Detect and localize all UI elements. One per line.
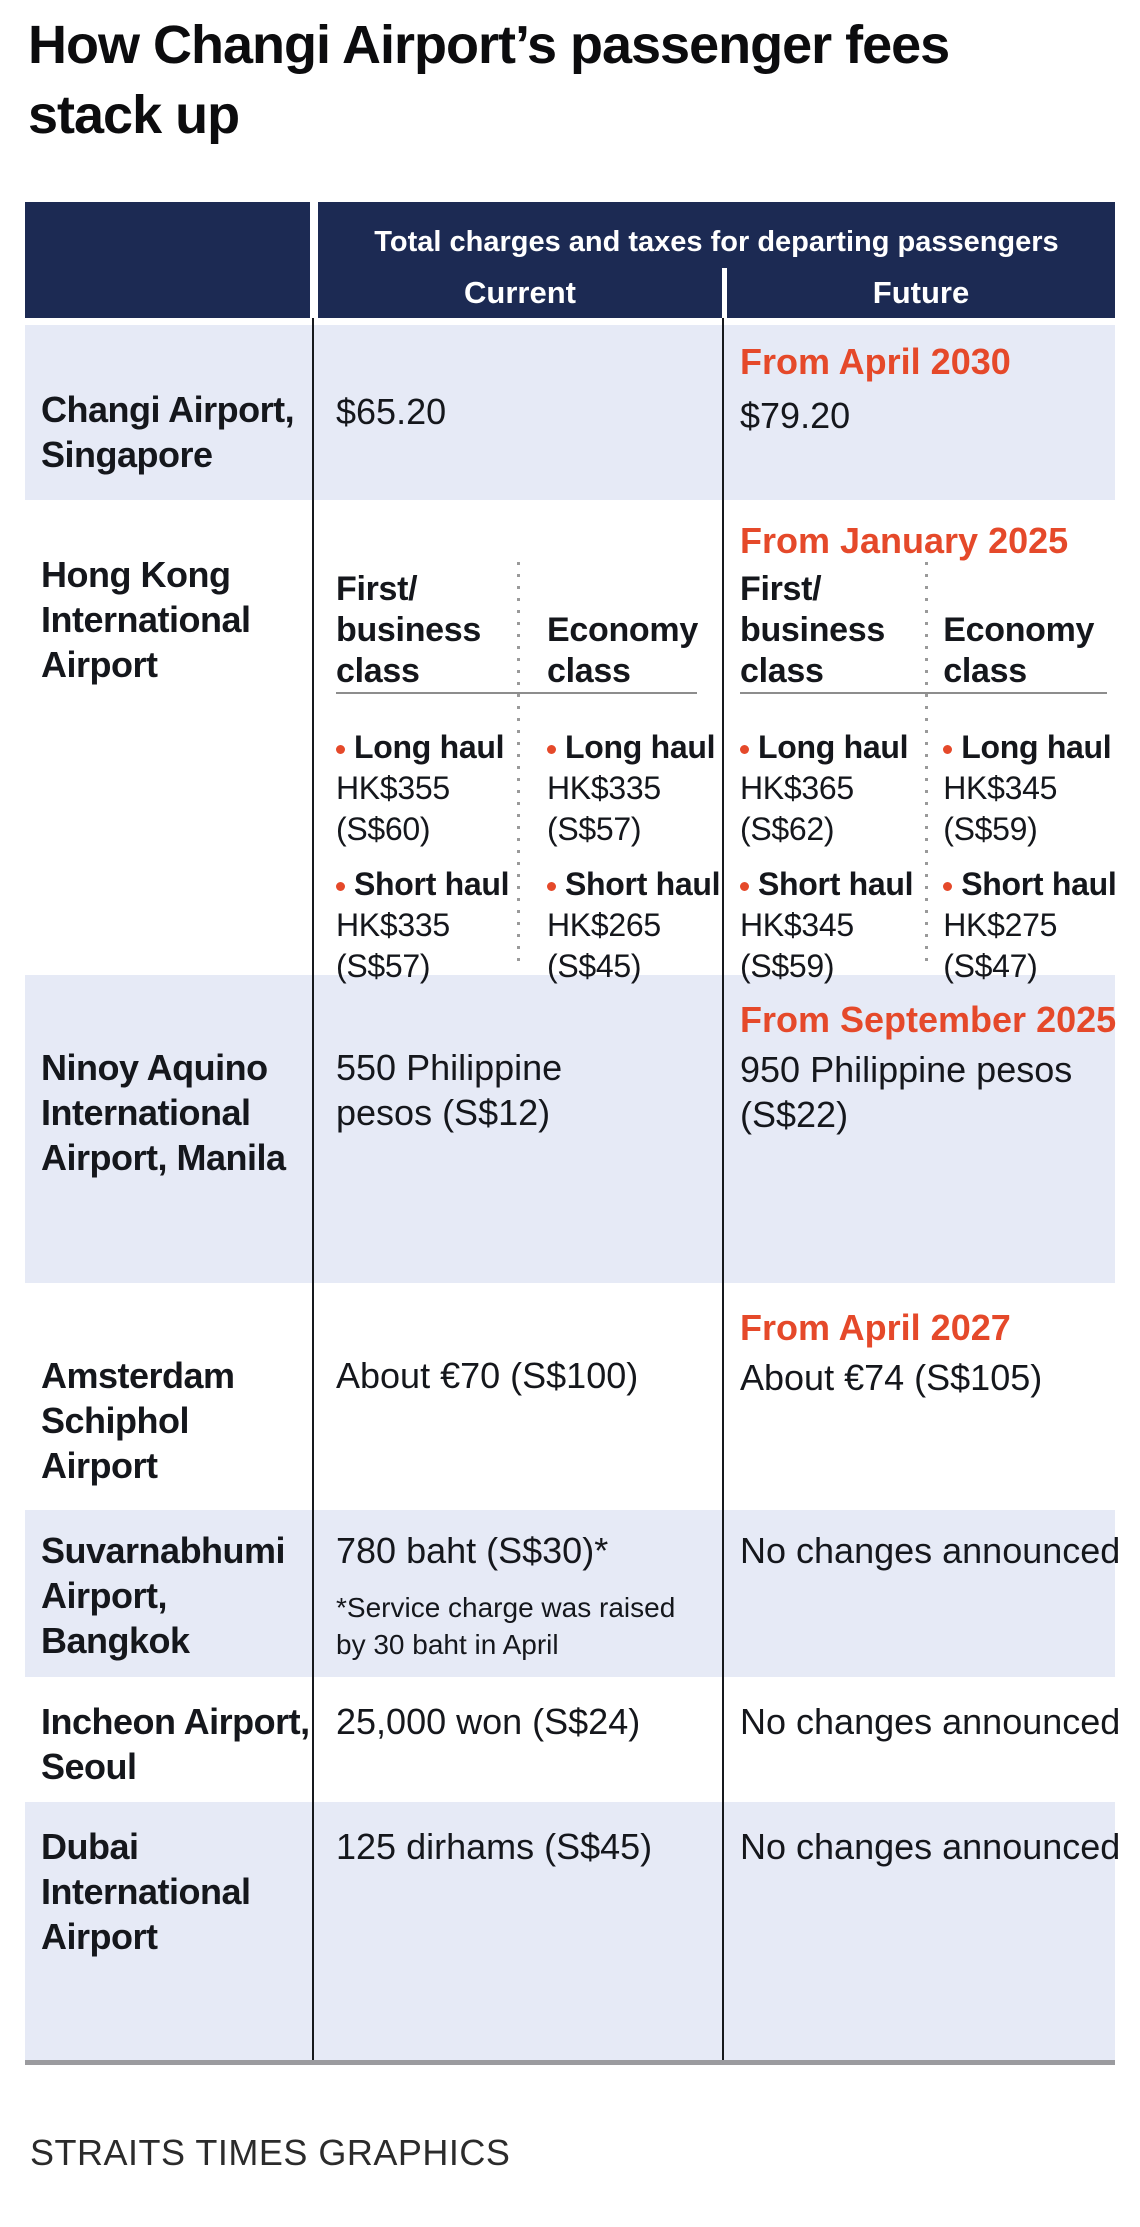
bullet-icon [740,882,749,891]
header-main-block: Total charges and taxes for departing pa… [318,202,1115,318]
header-span-label: Total charges and taxes for departing pa… [374,226,1059,258]
page-title: How Changi Airport’s passenger fees stac… [28,15,950,145]
future-fee: No changes announced [740,1530,1121,1571]
current-fee: About €70 (S$100) [336,1355,639,1396]
fee-item: Long haul HK$345 (S$59) [943,729,1112,847]
column-header-current: Current [464,275,576,310]
current-fee: 550 Philippine pesos (S$12) [336,1047,563,1133]
current-fee-hongkong: First/ business class Long haul HK$355 (… [312,500,722,984]
airport-name: Ninoy Aquino International Airport, Mani… [41,1047,286,1178]
effective-date-note: From September 2025 [740,999,1117,1040]
airport-name: Changi Airport, Singapore [41,389,295,475]
class-header-rule [740,692,1107,694]
class-header: Economy class [943,611,1095,690]
column-divider-current-future [722,318,724,2060]
table-row-changi: Changi Airport, Singapore $65.20 From Ap… [25,325,1115,500]
bullet-icon [336,745,345,754]
bullet-icon [943,882,953,891]
current-fee: $65.20 [336,391,447,432]
hk-future-economy-column: Economy class Long haul HK$345 (S$59) Sh… [913,560,1117,984]
table-header: Total charges and taxes for departing pa… [25,202,1115,318]
column-header-future: Future [872,275,970,310]
column-divider-left [312,318,314,2060]
dotted-column-divider [925,562,928,967]
airport-name: Hong Kong International Airport [41,554,251,685]
table-row-incheon: Incheon Airport, Seoul 25,000 won (S$24)… [25,1677,1121,1802]
header-body-gap [25,318,1115,325]
effective-date-note: From April 2027 [740,1307,1011,1348]
future-fee: No changes announced [740,1701,1121,1742]
class-header: First/ business class [336,570,481,690]
source-credit: STRAITS TIMES GRAPHICS [30,2132,511,2173]
fee-item: Short haul HK$275 (S$47) [943,866,1117,984]
bullet-icon [943,745,953,754]
bullet-icon [547,882,556,891]
current-fee: 780 baht (S$30)* *Service charge was rai… [312,1510,722,1677]
effective-date-note: From January 2025 [740,520,1069,561]
dotted-column-divider [517,562,520,967]
bullet-icon [336,882,345,891]
airport-name: Suvarnabhumi Airport, Bangkok [41,1530,286,1661]
header-gap [310,202,318,318]
airport-name: Amsterdam Schiphol Airport [41,1355,235,1486]
future-fee: From September 2025 950 Philippine pesos… [740,999,1117,1135]
fee-item: Long haul HK$355 (S$60) [336,729,505,847]
table-row-ninoy-aquino: Ninoy Aquino International Airport, Mani… [25,975,1117,1283]
airport-name: Dubai International Airport [41,1826,251,1957]
table-row-suvarnabhumi: Suvarnabhumi Airport, Bangkok 780 baht (… [25,1510,1121,1677]
class-header-rule [336,692,697,694]
hk-current-first-business-column: First/ business class Long haul HK$355 (… [336,560,517,984]
header-corner-block [25,202,310,318]
fee-item: Long haul HK$335 (S$57) [547,729,716,847]
future-fee: From April 2027 About €74 (S$105) [722,1283,1115,1510]
airport-name: Incheon Airport, Seoul [41,1701,310,1787]
table-row-dubai: Dubai International Airport 125 dirhams … [25,1802,1121,2060]
class-header: Economy class [547,611,698,690]
current-fee: 25,000 won (S$24) [336,1701,641,1742]
fee-item: Short haul HK$345 (S$59) [740,866,914,984]
fee-item: Short haul HK$265 (S$45) [547,866,721,984]
current-fee: 125 dirhams (S$45) [336,1826,653,1867]
fee-item: Long haul HK$365 (S$62) [740,729,909,847]
footnote: *Service charge was raised by 30 baht in… [336,1592,676,1660]
future-fee: No changes announced [740,1826,1121,1867]
table-row-hongkong: Hong Kong International Airport First/ b… [25,500,1117,984]
hk-current-economy-column: Economy class Long haul HK$335 (S$57) Sh… [517,560,722,984]
table-row-amsterdam: Amsterdam Schiphol Airport About €70 (S$… [25,1283,1115,1510]
header-column-divider [722,268,727,318]
future-fee-hongkong: From January 2025 First/ business class … [722,500,1117,984]
table-body: Changi Airport, Singapore $65.20 From Ap… [25,318,1121,2060]
class-header: First/ business class [740,570,885,690]
header-subrow: Current Future [318,268,1115,318]
fee-item: Short haul HK$335 (S$57) [336,866,510,984]
future-fee: From April 2030 $79.20 [722,325,1115,500]
bullet-icon [740,745,749,754]
bullet-icon [547,745,556,754]
table-bottom-border [25,2060,1115,2065]
effective-date-note: From April 2030 [740,341,1011,382]
hk-future-first-business-column: First/ business class Long haul HK$365 (… [740,560,914,984]
fees-table: Total charges and taxes for departing pa… [25,202,1121,2065]
